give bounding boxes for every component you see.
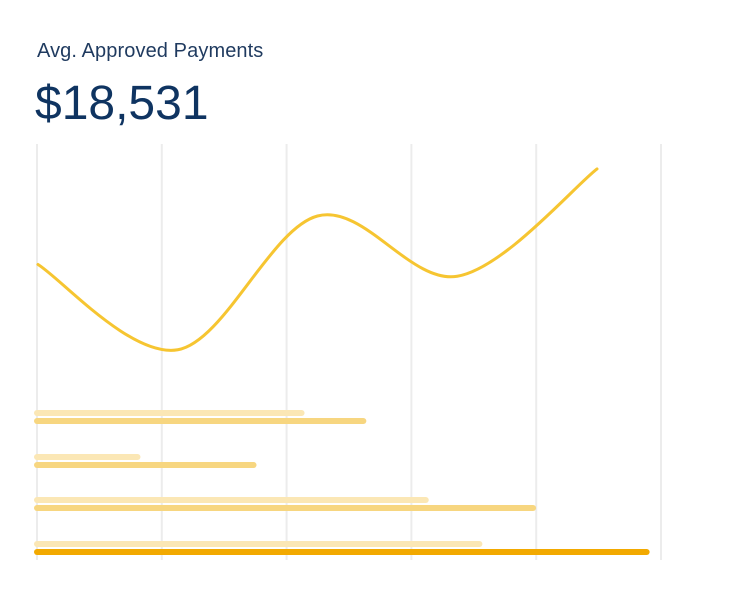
widget-title: Avg. Approved Payments — [37, 40, 264, 62]
bar-layer — [34, 410, 650, 555]
gridlines — [36, 144, 662, 560]
trend-line-layer — [36, 167, 599, 352]
trend-line — [36, 167, 599, 352]
metric-value: $18,531 — [35, 77, 209, 130]
